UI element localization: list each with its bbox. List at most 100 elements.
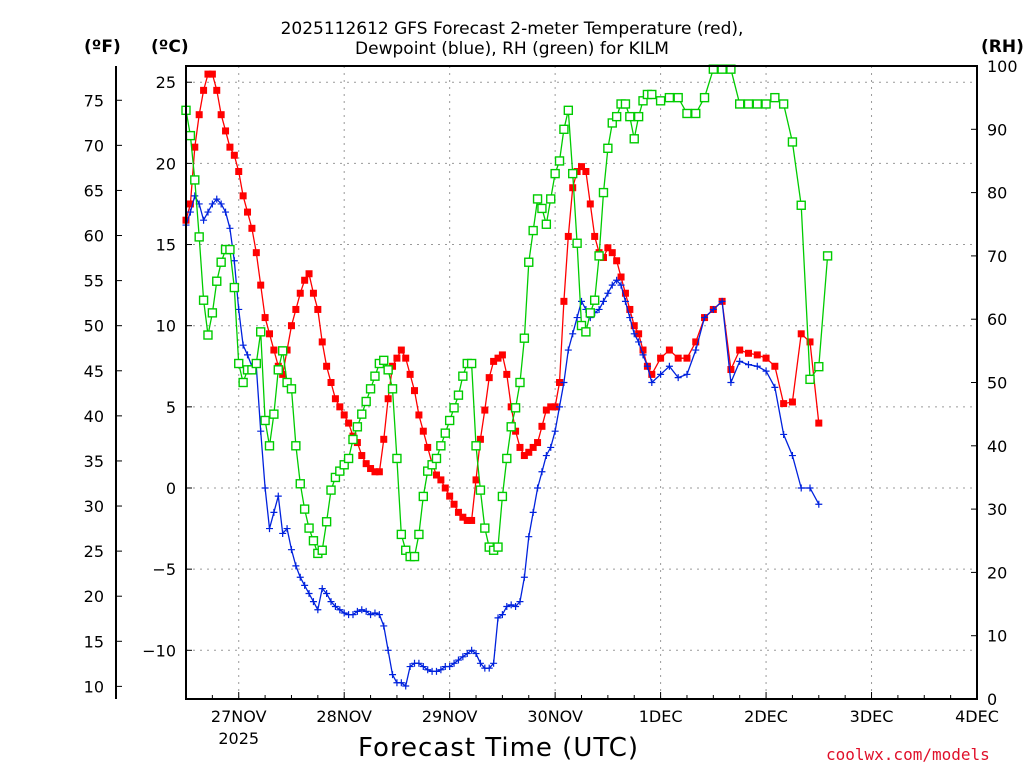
dewpoint-point: [349, 611, 357, 619]
fahrenheit-tick-label: 70: [84, 136, 104, 155]
dewpoint-point: [727, 379, 735, 386]
dewpoint-point: [485, 664, 493, 672]
2-meter-temperature-point: [208, 70, 216, 78]
dewpoint-point: [630, 330, 638, 338]
2-meter-temperature-point: [213, 86, 221, 94]
rh-point: [493, 542, 503, 552]
credit-link[interactable]: coolwx.com/models: [826, 745, 990, 764]
2-meter-temperature-point: [226, 143, 234, 151]
dewpoint-point: [309, 598, 317, 606]
dewpoint-point: [384, 646, 392, 654]
rh-point: [458, 371, 468, 381]
dewpoint-point: [200, 216, 208, 224]
2-meter-temperature-point: [630, 322, 638, 330]
dewpoint-point: [534, 484, 542, 492]
fahrenheit-tick-label: 15: [84, 632, 104, 651]
dewpoint-point: [186, 208, 194, 216]
dewpoint-point: [617, 281, 625, 289]
dewpoint-point: [301, 581, 309, 589]
x-tick-label: 28NOV: [316, 707, 372, 726]
rh-point: [770, 92, 780, 103]
rh-point: [735, 99, 745, 109]
dewpoint-point: [419, 663, 427, 671]
rh-point: [519, 333, 530, 343]
2-meter-temperature-point: [564, 232, 572, 240]
2-meter-temperature-point: [516, 443, 524, 451]
dewpoint-point: [674, 374, 682, 382]
2-meter-temperature-point: [617, 273, 625, 281]
2-meter-temperature-point: [375, 468, 383, 476]
rh-point: [343, 453, 354, 464]
dewpoint-point: [494, 614, 502, 622]
2-meter-temperature-point: [674, 354, 682, 362]
2-meter-temperature-point: [538, 422, 546, 430]
dewpoint-point: [406, 663, 414, 671]
dewpoint-point: [235, 305, 243, 313]
2-meter-temperature-point: [331, 395, 339, 403]
2-meter-temperature-point: [195, 111, 203, 119]
rh-point: [409, 551, 420, 562]
2-meter-temperature-point: [222, 127, 230, 135]
rh-point: [251, 358, 262, 369]
dewpoint-point: [274, 492, 282, 500]
2-meter-temperature-point: [358, 452, 366, 460]
dewpoint-point: [230, 257, 238, 265]
rh-point: [291, 441, 301, 451]
2-meter-temperature-point: [340, 411, 348, 419]
dewpoint-point: [331, 602, 339, 610]
2-meter-temperature-point: [604, 244, 612, 252]
rh-point: [229, 282, 240, 293]
2-meter-temperature-point: [529, 443, 537, 451]
rh-point: [299, 504, 310, 514]
2-meter-temperature-point: [270, 346, 278, 354]
2-meter-temperature-point: [235, 168, 243, 175]
rh-point: [475, 485, 486, 495]
rh-point: [497, 491, 508, 502]
rh-tick-label: 60: [987, 310, 1007, 329]
dewpoint-point: [323, 590, 331, 597]
dewpoint-point: [305, 590, 313, 597]
dewpoint-point: [736, 357, 744, 365]
rh-point: [581, 327, 591, 337]
rh-point: [185, 130, 196, 141]
dewpoint-point: [599, 297, 607, 305]
2-meter-temperature-point: [736, 346, 744, 354]
2-meter-temperature-point: [657, 354, 665, 362]
dewpoint-point: [353, 607, 361, 615]
rh-point: [269, 409, 279, 419]
dewpoint-point: [806, 484, 814, 492]
rh-point: [664, 92, 675, 103]
x-tick-sublabel: 2025: [218, 729, 259, 748]
dewpoint-point: [327, 598, 335, 606]
dewpoint-point: [692, 346, 700, 354]
2-meter-temperature-point: [336, 403, 344, 411]
2-meter-temperature-point: [586, 200, 594, 208]
dewpoint-point: [437, 666, 445, 674]
fahrenheit-tick-label: 10: [84, 677, 104, 696]
x-tick-label: 29NOV: [422, 707, 478, 726]
dewpoint-point: [657, 370, 665, 378]
2-meter-temperature-point: [547, 403, 555, 411]
2-meter-temperature-point: [446, 492, 454, 500]
dewpoint-point: [367, 611, 375, 619]
rh-point: [357, 409, 367, 419]
rh-point: [449, 403, 459, 413]
dewpoint-point: [643, 362, 651, 370]
rh-point: [304, 523, 314, 533]
dewpoint-point: [608, 281, 616, 289]
dewpoint-point: [217, 200, 225, 208]
dewpoint-point: [244, 351, 252, 359]
rh-tick-label: 90: [987, 120, 1007, 139]
rh-point: [321, 517, 332, 527]
dewpoint-point: [556, 403, 564, 411]
rh-point: [625, 111, 635, 122]
dewpoint-point: [375, 611, 383, 619]
2-meter-temperature-point: [525, 448, 533, 456]
2-meter-temperature-point: [239, 192, 247, 200]
dewpoint-point: [336, 606, 344, 614]
dewpoint-point: [613, 276, 621, 284]
dewpoint-point: [265, 525, 273, 533]
dewpoint-series: [182, 192, 823, 690]
rh-point: [212, 276, 222, 286]
